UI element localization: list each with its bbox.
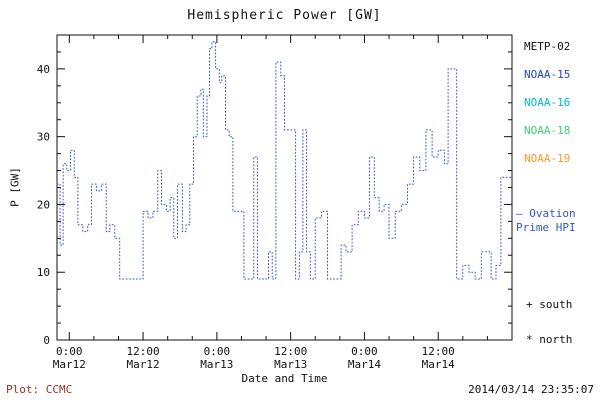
- north-marker-legend: * north: [526, 333, 573, 346]
- x-tick-time: 0:00: [56, 345, 83, 358]
- chart-title: Hemispheric Power [GW]: [187, 8, 382, 23]
- y-tick-label: 0: [43, 334, 50, 347]
- x-tick-date: Mar12: [127, 358, 160, 371]
- hpi-series-line: [56, 41, 513, 280]
- y-axis-label: P [GW]: [8, 167, 22, 207]
- x-tick-date: Mar13: [200, 358, 233, 371]
- plot-credit: Plot: CCMC: [6, 383, 73, 396]
- x-tick-time: 12:00: [274, 345, 307, 358]
- y-tick-label: 20: [37, 198, 50, 211]
- plot-timestamp: 2014/03/14 23:35:07: [468, 383, 594, 396]
- x-tick-time: 12:00: [127, 345, 160, 358]
- legend-item-metp02: METP-02: [524, 40, 571, 53]
- x-tick-date: Mar13: [274, 358, 307, 371]
- y-tick-label: 30: [37, 131, 50, 144]
- x-tick-time: 0:00: [351, 345, 378, 358]
- x-axis-label: Date and Time: [241, 372, 328, 385]
- legend: METP-02 NOAA-15 NOAA-16 NOAA-18 NOAA-19: [524, 40, 570, 180]
- legend-item-noaa15: NOAA-15: [524, 68, 571, 81]
- ovation-line1: — Ovation: [516, 207, 576, 220]
- y-tick-label: 10: [37, 266, 50, 279]
- legend-item-noaa18: NOAA-18: [524, 124, 571, 137]
- x-tick-date: Mar14: [348, 358, 381, 371]
- x-tick-date: Mar14: [422, 358, 455, 371]
- legend-item-noaa19: NOAA-19: [524, 152, 571, 165]
- ovation-line2: Prime HPI: [516, 221, 576, 234]
- x-tick-time: 12:00: [422, 345, 455, 358]
- y-tick-label: 40: [37, 63, 50, 76]
- x-tick-time: 0:00: [204, 345, 231, 358]
- south-marker-legend: + south: [526, 298, 573, 311]
- plot-frame: [56, 34, 513, 341]
- x-tick-date: Mar12: [53, 358, 86, 371]
- legend-item-noaa16: NOAA-16: [524, 96, 571, 109]
- ovation-prime-label: — Ovation Prime HPI: [516, 207, 576, 235]
